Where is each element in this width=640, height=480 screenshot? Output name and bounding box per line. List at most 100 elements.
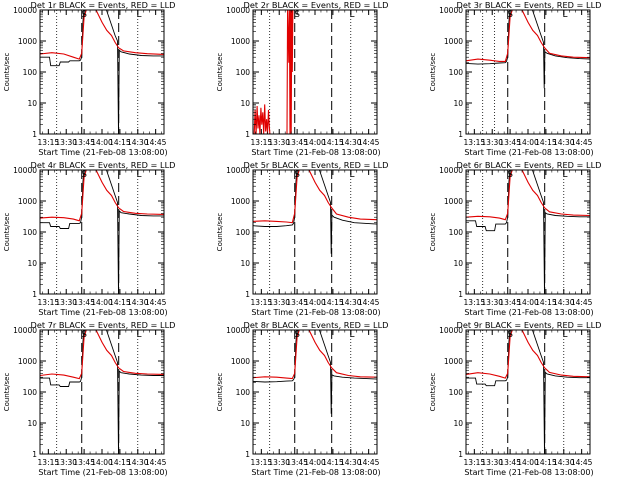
chart-panel-3: Det 3r BLACK = Events, RED = LLD Counts/s… <box>429 0 601 157</box>
y-tick-label: 1 <box>32 130 37 139</box>
y-axis-label: Counts/sec <box>216 373 224 412</box>
x-tick-label: 13:45 <box>73 298 95 307</box>
events-series-line <box>253 170 377 254</box>
x-tick-label: 14:00 <box>304 458 326 467</box>
chart-title: Det 1r BLACK = Events, RED = LLD <box>31 0 176 10</box>
y-tick-label: 10 <box>453 419 463 428</box>
x-tick-label: 14:45 <box>571 458 593 467</box>
lld-series-line <box>466 170 590 221</box>
x-tick-label: 14:00 <box>91 458 113 467</box>
y-tick-label: 1000 <box>231 197 250 206</box>
x-tick-label: 13:30 <box>55 458 77 467</box>
flag-mark-l: L <box>136 170 141 180</box>
x-axis-label: Start Time (21-Feb-08 13:08:00) <box>251 308 380 317</box>
y-tick-label: 10 <box>27 419 37 428</box>
x-axis-label: Start Time (21-Feb-08 13:08:00) <box>464 308 593 317</box>
x-tick-label: 14:00 <box>304 298 326 307</box>
plot-frame <box>252 329 378 455</box>
x-tick-label: 14:15 <box>535 138 557 147</box>
flag-mark-l: L <box>136 10 141 20</box>
y-tick-label: 1 <box>245 290 250 299</box>
y-tick-label: 10000 <box>439 166 463 175</box>
y-tick-label: 100 <box>449 388 464 397</box>
x-tick-label: 13:30 <box>481 458 503 467</box>
flag-mark-l: L <box>349 170 354 180</box>
events-series-line <box>466 170 590 294</box>
x-tick-label: 14:30 <box>340 298 362 307</box>
x-tick-label: 13:30 <box>268 298 290 307</box>
y-tick-label: 100 <box>236 68 251 77</box>
lld-series-line <box>253 330 377 380</box>
y-tick-label: 1000 <box>444 357 463 366</box>
plot-frame <box>465 329 591 455</box>
flag-mark-l: L <box>136 330 141 340</box>
x-tick-label: 13:30 <box>55 138 77 147</box>
y-tick-label: 100 <box>449 228 464 237</box>
chart-title: Det 7r BLACK = Events, RED = LLD <box>31 320 176 330</box>
y-tick-label: 10000 <box>226 326 250 335</box>
plot-frame <box>39 169 165 295</box>
x-tick-label: 14:15 <box>109 298 131 307</box>
y-axis-label: Counts/sec <box>216 53 224 92</box>
y-tick-label: 1000 <box>18 357 37 366</box>
plot-frame <box>252 169 378 295</box>
y-tick-label: 10000 <box>13 326 37 335</box>
x-tick-label: 14:15 <box>322 458 344 467</box>
y-tick-label: 10000 <box>226 166 250 175</box>
series-group <box>466 170 590 294</box>
events-series-line <box>466 330 590 454</box>
x-tick-label: 14:30 <box>553 458 575 467</box>
x-tick-label: 14:30 <box>127 298 149 307</box>
lld-series-line <box>40 10 164 60</box>
lld-series-line <box>285 10 294 134</box>
y-tick-label: 10000 <box>226 6 250 15</box>
plot-frame <box>39 329 165 455</box>
plot-frame <box>39 9 165 135</box>
x-tick-label: 13:45 <box>73 138 95 147</box>
lld-series-line <box>466 330 590 379</box>
x-tick-label: 13:45 <box>499 138 521 147</box>
x-tick-label: 14:30 <box>553 138 575 147</box>
x-tick-label: 14:45 <box>145 138 167 147</box>
y-tick-label: 1000 <box>444 37 463 46</box>
y-axis-label: Counts/sec <box>3 213 11 252</box>
plot-frame <box>252 9 378 135</box>
y-tick-label: 10 <box>27 259 37 268</box>
x-tick-label: 13:30 <box>55 298 77 307</box>
y-tick-label: 100 <box>449 68 464 77</box>
x-tick-label: 13:15 <box>251 458 273 467</box>
x-tick-label: 13:15 <box>38 298 60 307</box>
x-tick-label: 13:45 <box>286 298 308 307</box>
flag-mark-l: L <box>349 10 354 20</box>
x-tick-label: 13:45 <box>286 458 308 467</box>
series-group <box>466 10 590 89</box>
series-group <box>40 10 164 134</box>
x-tick-label: 13:45 <box>286 138 308 147</box>
x-tick-label: 13:30 <box>268 138 290 147</box>
x-tick-label: 14:45 <box>145 298 167 307</box>
x-tick-label: 14:15 <box>109 458 131 467</box>
y-tick-label: 1 <box>458 450 463 459</box>
y-tick-label: 100 <box>236 228 251 237</box>
x-axis-label: Start Time (21-Feb-08 13:08:00) <box>38 148 167 157</box>
x-axis-label: Start Time (21-Feb-08 13:08:00) <box>38 468 167 477</box>
x-tick-label: 13:45 <box>499 298 521 307</box>
x-tick-label: 14:30 <box>553 298 575 307</box>
x-tick-label: 13:15 <box>464 138 486 147</box>
y-tick-label: 1000 <box>231 37 250 46</box>
chart-title: Det 4r BLACK = Events, RED = LLD <box>31 160 176 170</box>
events-series-line <box>40 330 164 454</box>
chart-title: Det 5r BLACK = Events, RED = LLD <box>244 160 389 170</box>
x-tick-label: 13:45 <box>499 458 521 467</box>
chart-title: Det 8r BLACK = Events, RED = LLD <box>244 320 389 330</box>
x-tick-label: 14:30 <box>340 138 362 147</box>
chart-panel-4: Det 4r BLACK = Events, RED = LLD Counts/s… <box>3 160 175 317</box>
y-tick-label: 10 <box>453 99 463 108</box>
events-series-line <box>40 10 164 134</box>
x-tick-label: 13:30 <box>481 138 503 147</box>
chart-title: Det 3r BLACK = Events, RED = LLD <box>457 0 602 10</box>
y-tick-label: 100 <box>23 68 38 77</box>
y-axis-label: Counts/sec <box>429 373 437 412</box>
chart-panel-6: Det 6r BLACK = Events, RED = LLD Counts/s… <box>429 160 601 317</box>
series-group <box>40 170 164 294</box>
